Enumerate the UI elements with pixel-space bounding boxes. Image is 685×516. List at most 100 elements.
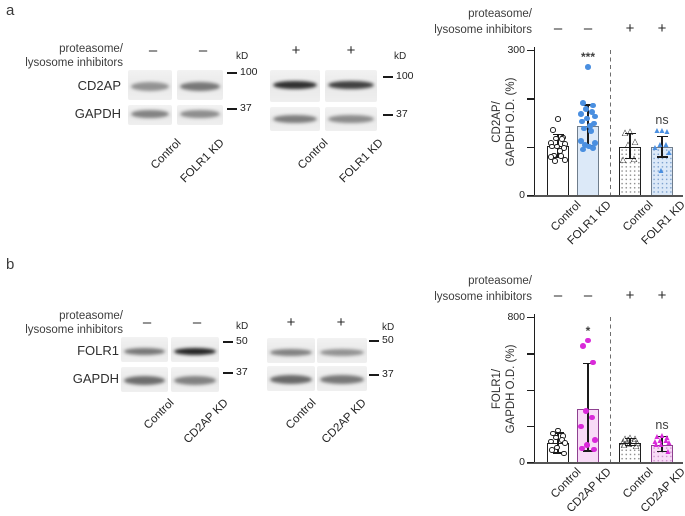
bar xyxy=(651,444,673,462)
treatment-sign: + xyxy=(657,287,667,304)
scatter-point: △ xyxy=(619,153,627,164)
y-axis-line xyxy=(534,314,536,462)
blot-row-label-gapdh-a: GAPDH xyxy=(74,106,121,121)
mw-marker-label: 50 xyxy=(382,334,394,346)
treatment-header-line1: proteasome/ xyxy=(468,275,532,287)
scatter-point xyxy=(562,439,568,446)
error-bar xyxy=(629,438,631,446)
scatter-point xyxy=(578,111,584,117)
scatter-point: △ xyxy=(624,434,632,445)
scatter-point xyxy=(553,434,559,441)
significance-label: ns xyxy=(655,113,669,128)
treatment-header-line1: proteasome/ xyxy=(59,43,123,55)
y-axis-tick xyxy=(527,389,534,391)
error-bar xyxy=(661,136,663,157)
scatter-point xyxy=(589,109,595,115)
protein-band xyxy=(328,115,374,123)
lane-label: FOLR1 KD xyxy=(178,137,227,186)
scatter-point: ▲ xyxy=(662,125,672,136)
lane-label: CD2AP KD xyxy=(319,397,369,447)
error-bar-cap-bottom xyxy=(624,444,636,447)
mw-marker-dash xyxy=(369,340,379,342)
x-axis-baseline xyxy=(527,195,683,197)
scatter-point: △ xyxy=(624,138,632,149)
protein-band xyxy=(124,347,165,355)
scatter-point xyxy=(586,143,592,150)
scatter-point xyxy=(582,141,588,148)
mw-marker-dash xyxy=(223,372,233,374)
blot-lane-image xyxy=(317,338,367,363)
scatter-point xyxy=(587,123,593,129)
lane-label: Control xyxy=(295,137,331,172)
scatter-point: △ xyxy=(625,437,633,448)
y-axis-tick xyxy=(527,146,534,149)
error-bar-cap-bottom xyxy=(552,452,564,454)
y-axis-label-line2: GAPDH O.D. (%) xyxy=(505,77,517,167)
scatter-point xyxy=(585,64,591,70)
treatment-header-line2: lysosome inhibitors xyxy=(25,56,123,69)
scatter-point xyxy=(591,120,597,127)
group-separator xyxy=(610,50,612,195)
scatter-point: △ xyxy=(619,435,627,446)
panel-a-treatment-header: proteasome/ lysosome inhibitors xyxy=(8,43,123,70)
scatter-point xyxy=(583,106,589,112)
scatter-point xyxy=(549,447,555,453)
treatment-sign: + xyxy=(657,20,667,37)
y-axis-tick xyxy=(527,353,534,355)
protein-band xyxy=(273,115,317,123)
scatter-point: ▲ xyxy=(652,430,662,441)
scatter-point: ▲ xyxy=(664,437,674,448)
protein-band xyxy=(320,348,364,356)
scatter-point: ▲ xyxy=(661,435,671,446)
treatment-sign: + xyxy=(291,42,301,59)
scatter-point xyxy=(590,145,596,151)
chart-treatment-header: proteasome/ lysosome inhibitors xyxy=(420,274,532,305)
scatter-point: ▲ xyxy=(655,434,665,445)
blot-row-label-gapdh-b: GAPDH xyxy=(72,371,119,386)
y-axis-line xyxy=(534,47,536,195)
error-bar-cap-bottom xyxy=(656,450,668,453)
lane-label: Control xyxy=(148,137,184,172)
scatter-point: △ xyxy=(633,436,641,447)
scatter-point: △ xyxy=(621,432,629,443)
y-tick-label: 0 xyxy=(519,456,525,468)
y-axis-label-line1: CD2AP/ xyxy=(491,101,503,143)
protein-band xyxy=(273,81,317,89)
scatter-point xyxy=(584,441,590,448)
scatter-point xyxy=(578,423,584,430)
scatter-point xyxy=(579,118,585,125)
error-bar xyxy=(629,133,631,159)
error-bar-cap-bottom xyxy=(582,450,594,452)
scatter-point: ▲ xyxy=(650,436,660,447)
y-axis-label-line1: FOLR1/ xyxy=(491,368,503,410)
scatter-point: △ xyxy=(632,439,640,450)
scatter-point xyxy=(585,337,591,344)
x-axis-baseline xyxy=(527,462,683,464)
treatment-sign: – xyxy=(553,287,563,304)
scatter-point: △ xyxy=(621,127,629,138)
scatter-point xyxy=(561,450,567,457)
treatment-sign: – xyxy=(198,42,208,59)
scatter-point: ▲ xyxy=(652,125,662,136)
scatter-point xyxy=(559,136,565,142)
error-bar-cap-bottom xyxy=(552,156,564,158)
treatment-sign: + xyxy=(625,287,635,304)
scatter-point xyxy=(550,430,556,437)
panel-b-treatment-header: proteasome/ lysosome inhibitors xyxy=(8,310,123,337)
y-tick-label: 800 xyxy=(507,311,525,323)
treatment-sign: + xyxy=(346,42,356,59)
scatter-point xyxy=(591,446,597,453)
scatter-point: ▲ xyxy=(650,141,660,152)
scatter-point xyxy=(579,445,585,452)
chart-treatment-header: proteasome/ lysosome inhibitors xyxy=(420,7,532,38)
significance-label: ns xyxy=(655,418,669,433)
scatter-point xyxy=(592,140,598,146)
scatter-point xyxy=(555,116,561,122)
panel-b-letter: b xyxy=(6,256,15,273)
scatter-point xyxy=(583,408,589,415)
mw-marker-label: 37 xyxy=(382,368,394,380)
scatter-point xyxy=(580,343,586,349)
kd-unit-label: kD xyxy=(394,51,407,62)
scatter-point: ▲ xyxy=(662,431,672,442)
